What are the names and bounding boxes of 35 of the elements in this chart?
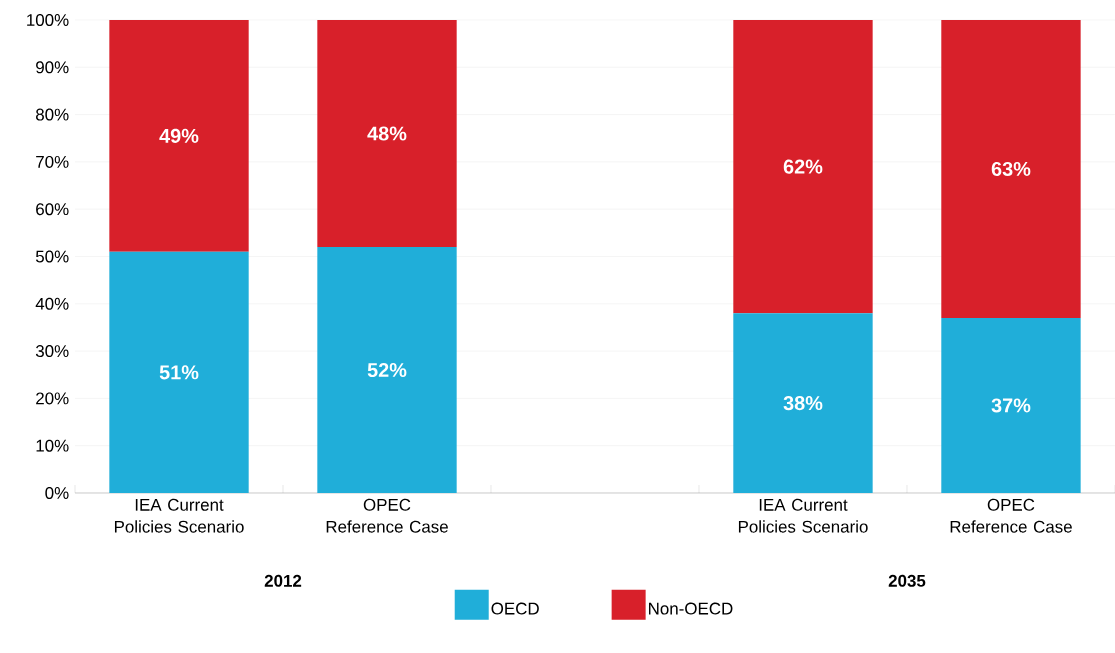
bar: [317, 19, 457, 248]
data-label: 38%: [783, 396, 823, 411]
bar: [733, 313, 873, 493]
data-label: 52%: [367, 362, 407, 378]
x-tick-label: OPEC Reference Case: [326, 498, 448, 533]
y-tick-label: 30%: [35, 345, 69, 358]
data-label: 62%: [783, 159, 823, 174]
text: 2035: [888, 574, 926, 587]
y-tick-label: 20%: [36, 392, 69, 405]
bar: [109, 251, 249, 493]
data-label: 37%: [991, 398, 1031, 413]
y-tick-label: 100%: [27, 13, 69, 26]
data-label: 63%: [991, 161, 1031, 177]
y-tick-label: 60%: [36, 203, 69, 216]
data-label: 51%: [159, 365, 199, 380]
data-label: 49%: [159, 128, 199, 143]
y-tick-label: 50%: [35, 250, 69, 263]
y-tick-label: 40%: [35, 297, 69, 310]
x-tick-label: OPEC Reference Case: [950, 498, 1072, 533]
bar: [109, 19, 249, 252]
y-tick-label: 90%: [36, 61, 69, 74]
legend-label: OECD: [491, 602, 539, 615]
y-tick-label: 10%: [36, 439, 69, 452]
bar: [733, 19, 873, 314]
legend-label: Non-OECD: [649, 602, 733, 615]
y-tick-label: 70%: [36, 155, 69, 168]
text: 2012: [264, 574, 302, 587]
y-tick-label: 80%: [36, 108, 69, 121]
data-label: 48%: [367, 126, 407, 141]
bar: [941, 317, 1081, 493]
x-tick-label: IEA Current Policies Scenario: [114, 498, 244, 533]
x-tick-label: IEA Current Policies Scenario: [738, 498, 868, 533]
bar: [941, 19, 1081, 318]
bar: [317, 247, 457, 493]
y-tick-label: 0%: [45, 486, 69, 499]
